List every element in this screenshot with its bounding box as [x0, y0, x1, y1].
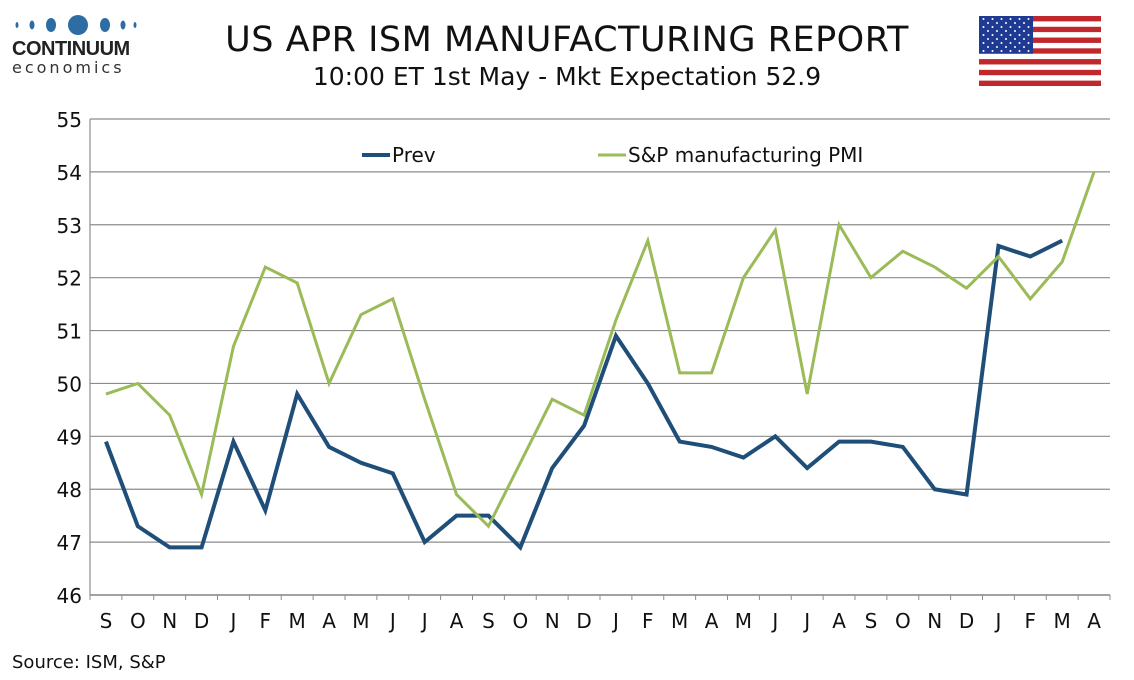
y-tick-label: 46	[57, 584, 82, 608]
x-tick-label: M	[1054, 609, 1071, 633]
x-tick-label: A	[832, 609, 846, 633]
x-tick-label: M	[289, 609, 306, 633]
x-tick-label: O	[512, 609, 528, 633]
x-tick-label: J	[228, 609, 236, 633]
x-tick-label: A	[705, 609, 719, 633]
x-tick-label: F	[260, 609, 272, 633]
continuum-logo: CONTINUUM economics	[12, 14, 137, 77]
x-tick-label: N	[162, 609, 177, 633]
logo-line1: CONTINUUM	[12, 38, 130, 60]
x-tick-label: S	[482, 609, 495, 633]
x-tick-label: A	[450, 609, 464, 633]
x-tick-label: A	[1087, 609, 1101, 633]
x-tick-label: J	[770, 609, 778, 633]
logo-line2: economics	[12, 58, 125, 77]
legend-label: Prev	[392, 143, 436, 167]
y-tick-label: 51	[57, 320, 82, 344]
x-tick-label: J	[802, 609, 810, 633]
y-tick-label: 50	[57, 372, 82, 396]
x-tick-label: J	[420, 609, 428, 633]
y-tick-label: 49	[57, 425, 82, 449]
page-title: US APR ISM MANUFACTURING REPORT	[225, 20, 909, 60]
x-tick-label: F	[1025, 609, 1037, 633]
x-tick-label: D	[194, 609, 209, 633]
page-subtitle: 10:00 ET 1st May - Mkt Expectation 52.9	[312, 62, 822, 91]
x-tick-label: N	[927, 609, 942, 633]
x-tick-label: F	[642, 609, 654, 633]
y-tick-label: 48	[57, 478, 82, 502]
x-tick-label: J	[993, 609, 1001, 633]
y-tick-label: 47	[57, 531, 82, 555]
x-tick-label: S	[865, 609, 878, 633]
y-tick-label: 55	[57, 108, 82, 132]
us-flag-icon	[979, 16, 1101, 86]
x-tick-label: O	[130, 609, 146, 633]
x-tick-label: M	[671, 609, 688, 633]
x-tick-label: D	[959, 609, 974, 633]
logo-dots-icon	[15, 15, 137, 35]
x-tick-label: D	[576, 609, 591, 633]
x-tick-label: M	[352, 609, 369, 633]
x-tick-label: N	[545, 609, 560, 633]
x-tick-label: M	[735, 609, 752, 633]
y-tick-label: 54	[57, 161, 82, 185]
series-line-1	[105, 171, 1096, 529]
x-tick-label: S	[100, 609, 113, 633]
y-tick-label: 52	[57, 267, 82, 291]
x-tick-label: O	[895, 609, 911, 633]
x-tick-label: J	[388, 609, 396, 633]
y-tick-label: 53	[57, 214, 82, 238]
x-tick-label: A	[322, 609, 336, 633]
x-tick-label: J	[611, 609, 619, 633]
legend-label: S&P manufacturing PMI	[628, 143, 863, 167]
series-line-0	[104, 238, 1064, 551]
source-note: Source: ISM, S&P	[12, 652, 166, 673]
